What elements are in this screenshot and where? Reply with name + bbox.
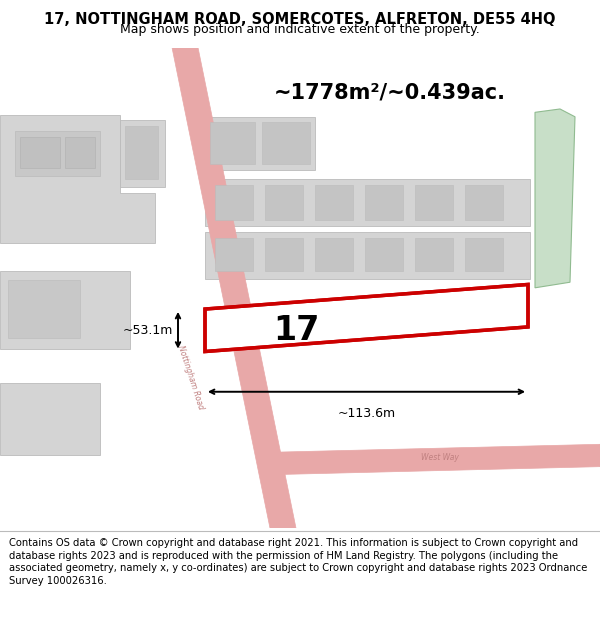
Polygon shape: [205, 117, 315, 171]
Text: Map shows position and indicative extent of the property.: Map shows position and indicative extent…: [120, 22, 480, 36]
Polygon shape: [205, 232, 530, 279]
Polygon shape: [415, 238, 453, 271]
Polygon shape: [205, 179, 530, 226]
Text: ~53.1m: ~53.1m: [122, 324, 173, 337]
Polygon shape: [465, 185, 503, 219]
Polygon shape: [172, 48, 296, 528]
Polygon shape: [265, 185, 303, 219]
Polygon shape: [20, 137, 60, 168]
Polygon shape: [365, 185, 403, 219]
Polygon shape: [315, 238, 353, 271]
Polygon shape: [210, 122, 255, 164]
Polygon shape: [8, 280, 80, 338]
Text: 17: 17: [274, 314, 320, 347]
Polygon shape: [215, 238, 253, 271]
Polygon shape: [262, 122, 310, 164]
Polygon shape: [0, 271, 130, 349]
Polygon shape: [265, 238, 303, 271]
Polygon shape: [125, 126, 158, 179]
Text: ~113.6m: ~113.6m: [337, 408, 395, 421]
Text: 17, NOTTINGHAM ROAD, SOMERCOTES, ALFRETON, DE55 4HQ: 17, NOTTINGHAM ROAD, SOMERCOTES, ALFRETO…: [44, 12, 556, 27]
Polygon shape: [365, 238, 403, 271]
Polygon shape: [0, 383, 100, 456]
Text: Contains OS data © Crown copyright and database right 2021. This information is : Contains OS data © Crown copyright and d…: [9, 538, 587, 586]
Text: West Way: West Way: [421, 453, 459, 462]
Text: Nottingham Road: Nottingham Road: [176, 344, 206, 411]
Polygon shape: [15, 131, 100, 176]
Text: ~1778m²/~0.439ac.: ~1778m²/~0.439ac.: [274, 82, 506, 102]
Polygon shape: [0, 114, 155, 243]
Polygon shape: [205, 284, 528, 351]
Polygon shape: [415, 185, 453, 219]
Polygon shape: [65, 137, 95, 168]
Polygon shape: [215, 185, 253, 219]
Polygon shape: [315, 185, 353, 219]
Polygon shape: [535, 109, 575, 288]
Polygon shape: [278, 444, 600, 474]
Polygon shape: [465, 238, 503, 271]
Polygon shape: [120, 120, 165, 188]
